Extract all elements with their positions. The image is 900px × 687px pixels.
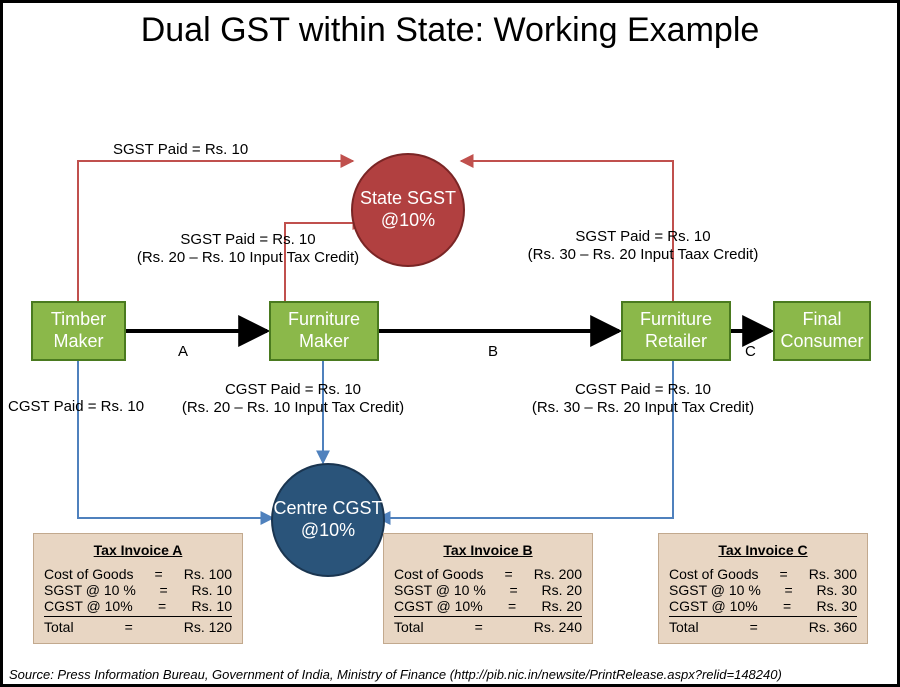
inv-b-r1r: Rs. 20 [542,582,582,598]
cgst-c-label: CGST Paid = Rs. 10 (Rs. 30 – Rs. 20 Inpu… [518,381,768,417]
inv-a-tr: Rs. 120 [184,619,232,635]
inv-a-r0r: Rs. 100 [184,566,232,582]
inv-a-tl: Total [44,619,74,635]
inv-c-r0r: Rs. 300 [809,566,857,582]
invoice-b-title: Tax Invoice B [394,542,582,558]
inv-a-r2r: Rs. 10 [192,598,232,614]
cgst-c2: (Rs. 30 – Rs. 20 Input Tax Credit) [532,399,754,416]
inv-c-tl: Total [669,619,699,635]
furniture-maker-box: Furniture Maker [269,301,379,361]
inv-a-r1l: SGST @ 10 % [44,582,136,598]
furniture-retailer-label: Furniture Retailer [623,309,729,352]
inv-b-r0l: Cost of Goods [394,566,484,582]
furniture-retailer-box: Furniture Retailer [621,301,731,361]
inv-a-r0l: Cost of Goods [44,566,134,582]
source-text: Source: Press Information Bureau, Govern… [9,667,782,682]
invoice-a-title: Tax Invoice A [44,542,232,558]
final-consumer-box: Final Consumer [773,301,871,361]
inv-a-r2l: CGST @ 10% [44,598,133,614]
inv-b-r1l: SGST @ 10 % [394,582,486,598]
cgst-b2: (Rs. 20 – Rs. 10 Input Tax Credit) [182,399,404,416]
final-consumer-label: Final Consumer [775,309,869,352]
sgst-label: State SGST @10% [353,188,463,231]
inv-c-tr: Rs. 360 [809,619,857,635]
inv-c-r0l: Cost of Goods [669,566,759,582]
cgst-circle: Centre CGST @10% [271,463,385,577]
sgst-b-label: SGST Paid = Rs. 10 (Rs. 20 – Rs. 10 Inpu… [133,231,363,267]
invoice-c: Tax Invoice C Cost of Goods=Rs. 300 SGST… [658,533,868,644]
cgst-b1: CGST Paid = Rs. 10 [225,381,361,398]
inv-b-r2r: Rs. 20 [542,598,582,614]
cgst-c1: CGST Paid = Rs. 10 [575,381,711,398]
edge-c: C [745,343,756,361]
sgst-c2: (Rs. 30 – Rs. 20 Input Taax Credit) [528,246,759,263]
edge-a: A [178,343,188,361]
edge-b: B [488,343,498,361]
invoice-c-title: Tax Invoice C [669,542,857,558]
inv-c-r2l: CGST @ 10% [669,598,758,614]
page-title: Dual GST within State: Working Example [3,11,897,50]
inv-b-tl: Total [394,619,424,635]
sgst-a-label: SGST Paid = Rs. 10 [113,141,248,159]
inv-a-r1r: Rs. 10 [192,582,232,598]
sgst-c1: SGST Paid = Rs. 10 [575,228,710,245]
invoice-b: Tax Invoice B Cost of Goods=Rs. 200 SGST… [383,533,593,644]
sgst-circle: State SGST @10% [351,153,465,267]
sgst-b1: SGST Paid = Rs. 10 [180,231,315,248]
inv-c-r2r: Rs. 30 [817,598,857,614]
cgst-b-label: CGST Paid = Rs. 10 (Rs. 20 – Rs. 10 Inpu… [178,381,408,417]
furniture-maker-label: Furniture Maker [271,309,377,352]
cgst-a-label: CGST Paid = Rs. 10 [8,398,153,416]
invoice-a: Tax Invoice A Cost of Goods=Rs. 100 SGST… [33,533,243,644]
inv-c-r1l: SGST @ 10 % [669,582,761,598]
timber-maker-box: Timber Maker [31,301,126,361]
sgst-c-label: SGST Paid = Rs. 10 (Rs. 30 – Rs. 20 Inpu… [518,228,768,264]
sgst-b2: (Rs. 20 – Rs. 10 Input Tax Credit) [137,249,359,266]
inv-b-r2l: CGST @ 10% [394,598,483,614]
inv-b-r0r: Rs. 200 [534,566,582,582]
diagram-canvas: Dual GST within State: Working Example [0,0,900,687]
cgst-label: Centre CGST @10% [273,498,383,541]
inv-c-r1r: Rs. 30 [817,582,857,598]
timber-maker-label: Timber Maker [33,309,124,352]
inv-b-tr: Rs. 240 [534,619,582,635]
